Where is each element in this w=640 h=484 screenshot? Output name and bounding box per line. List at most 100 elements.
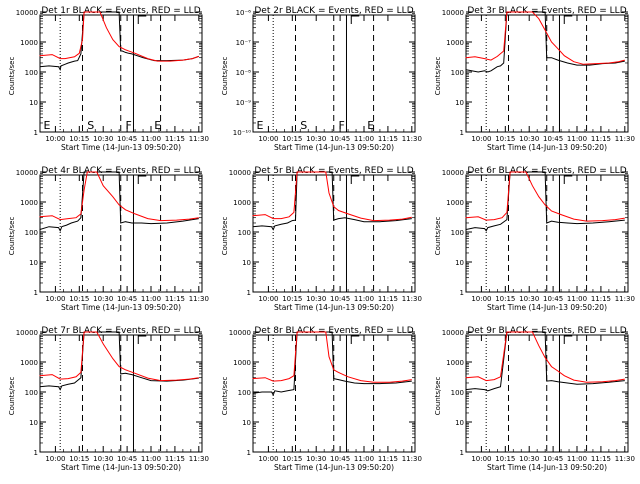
- x-tick-label: 10:30: [306, 135, 326, 143]
- plot-frame: [39, 334, 203, 453]
- x-tick-label: 11:30: [189, 295, 209, 303]
- x-tick-label: 11:30: [615, 455, 635, 463]
- series-line-lld: [465, 171, 625, 222]
- x-tick-label: 10:00: [258, 135, 278, 143]
- series-line-lld: [39, 11, 199, 62]
- x-tick-label: 11:30: [189, 455, 209, 463]
- panel-title: Det 3r BLACK = Events, RED = LLD: [467, 6, 626, 16]
- series-line-events: [39, 331, 199, 391]
- x-tick-label: 11:00: [354, 135, 374, 143]
- x-axis-label: Start Time (14-Jun-13 09:50:20): [274, 463, 394, 472]
- y-tick-label: 10⁻⁷: [236, 39, 252, 47]
- x-tick-label: 10:00: [471, 295, 491, 303]
- y-tick-label: 1000: [446, 199, 464, 207]
- x-tick-label: 11:15: [591, 135, 611, 143]
- y-tick-label: 1: [460, 129, 464, 137]
- x-tick-label: 10:30: [519, 455, 539, 463]
- y-tick-label: 100: [25, 69, 38, 77]
- x-tick-label: 11:30: [402, 455, 422, 463]
- bracket-marker: [563, 175, 573, 184]
- x-tick-label: 11:00: [567, 455, 587, 463]
- x-tick-label: 11:15: [591, 455, 611, 463]
- panel-title: Det 1r BLACK = Events, RED = LLD: [41, 6, 200, 16]
- y-tick-label: 10: [242, 259, 251, 267]
- plot-frame: [252, 334, 416, 453]
- plot-frame: [252, 174, 416, 293]
- y-tick-label: 10000: [229, 329, 251, 337]
- x-tick-label: 10:45: [117, 455, 137, 463]
- bracket-marker: [563, 15, 573, 24]
- bracket-marker: [350, 15, 360, 24]
- x-tick-label: 11:00: [567, 135, 587, 143]
- x-tick-label: 10:30: [93, 295, 113, 303]
- series-line-lld: [252, 171, 412, 222]
- x-tick-label: 10:45: [330, 135, 350, 143]
- y-tick-label: 10: [455, 419, 464, 427]
- y-tick-label: 100: [451, 389, 464, 397]
- y-tick-label: 10: [455, 99, 464, 107]
- x-tick-label: 10:15: [282, 455, 302, 463]
- y-axis-label: Counts/sec: [221, 57, 229, 96]
- series-line-events: [465, 11, 625, 73]
- bracket-marker: [137, 15, 147, 24]
- y-tick-label: 1000: [233, 359, 251, 367]
- x-axis-label: Start Time (14-Jun-13 09:50:20): [487, 463, 607, 472]
- x-tick-label: 10:15: [495, 455, 515, 463]
- x-tick-label: 11:00: [354, 295, 374, 303]
- y-axis-label: Counts/sec: [434, 57, 442, 96]
- bracket-marker: [563, 335, 573, 344]
- x-tick-label: 11:30: [189, 135, 209, 143]
- x-tick-label: 10:45: [543, 295, 563, 303]
- y-axis-label: Counts/sec: [8, 377, 16, 416]
- x-tick-label: 10:00: [471, 135, 491, 143]
- marker-text-label: E: [256, 119, 263, 132]
- x-tick-label: 10:15: [69, 135, 89, 143]
- panel-title: Det 4r BLACK = Events, RED = LLD: [41, 166, 200, 176]
- y-tick-label: 1000: [20, 39, 38, 47]
- y-tick-label: 10⁻⁹: [236, 99, 252, 107]
- y-tick-label: 100: [25, 389, 38, 397]
- x-tick-label: 11:15: [591, 295, 611, 303]
- y-tick-label: 100: [238, 229, 251, 237]
- x-tick-label: 10:45: [330, 455, 350, 463]
- panel-title: Det 2r BLACK = Events, RED = LLD: [254, 6, 413, 16]
- x-tick-label: 11:15: [378, 455, 398, 463]
- x-tick-label: 11:00: [141, 455, 161, 463]
- x-tick-label: 10:30: [519, 135, 539, 143]
- y-tick-label: 10: [29, 99, 38, 107]
- bracket-marker: [350, 175, 360, 184]
- x-tick-label: 11:30: [615, 295, 635, 303]
- series-line-lld: [465, 331, 625, 383]
- x-axis-label: Start Time (14-Jun-13 09:50:20): [487, 143, 607, 152]
- x-tick-label: 10:45: [543, 135, 563, 143]
- y-tick-label: 1000: [446, 359, 464, 367]
- panel-title: Det 7r BLACK = Events, RED = LLD: [41, 326, 200, 336]
- x-axis-label: Start Time (14-Jun-13 09:50:20): [274, 143, 394, 152]
- plot-frame: [465, 174, 629, 293]
- x-tick-label: 10:30: [306, 455, 326, 463]
- series-line-events: [252, 331, 412, 397]
- y-axis-label: Counts/sec: [434, 217, 442, 256]
- y-tick-label: 1: [34, 129, 38, 137]
- y-tick-label: 10: [242, 419, 251, 427]
- marker-text-label: F: [126, 119, 132, 132]
- y-tick-label: 100: [238, 389, 251, 397]
- x-tick-label: 10:15: [282, 295, 302, 303]
- panel-title: Det 5r BLACK = Events, RED = LLD: [254, 166, 413, 176]
- detector-panel-2: Det 2r BLACK = Events, RED = LLD 10⁻¹⁰ 10⁻…: [221, 6, 422, 152]
- plot-frame: [465, 14, 629, 133]
- x-tick-label: 11:30: [615, 135, 635, 143]
- y-axis-label: Counts/sec: [221, 377, 229, 416]
- x-tick-label: 10:30: [93, 455, 113, 463]
- y-tick-label: 10000: [16, 9, 38, 17]
- y-tick-label: 10: [29, 419, 38, 427]
- x-tick-label: 11:00: [354, 455, 374, 463]
- plot-frame: [252, 14, 416, 133]
- y-axis-label: Counts/sec: [8, 57, 16, 96]
- x-axis-label: Start Time (14-Jun-13 09:50:20): [61, 303, 181, 312]
- x-tick-label: 10:00: [258, 455, 278, 463]
- marker-text-label: S: [300, 119, 307, 132]
- y-axis-label: Counts/sec: [8, 217, 16, 256]
- detector-panel-4: Det 4r BLACK = Events, RED = LLD 1 10 100 10…: [8, 166, 209, 312]
